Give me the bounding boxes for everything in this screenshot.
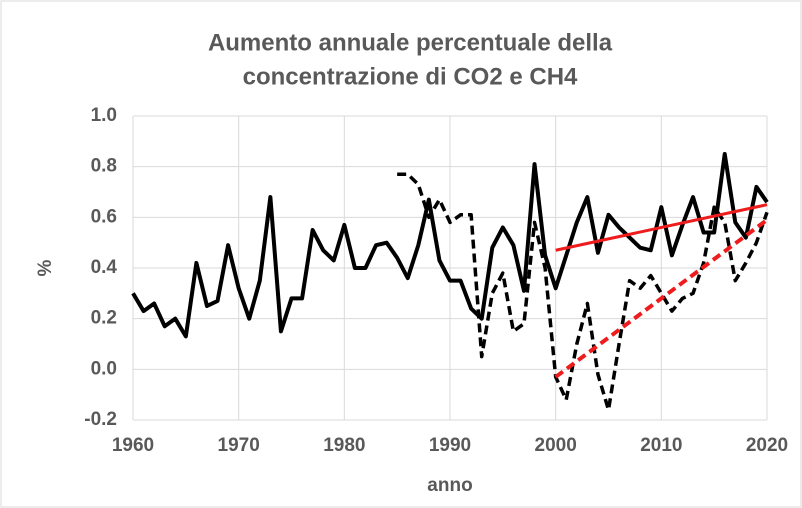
x-tick-label: 1980 (323, 435, 365, 456)
series-line (131, 152, 769, 339)
y-tick-label: 0.6 (91, 206, 117, 227)
x-tick-label: 1960 (112, 435, 154, 456)
x-tick-label: 1990 (429, 435, 471, 456)
x-tick-label: 1970 (218, 435, 260, 456)
y-axis-title: % (35, 259, 56, 276)
chart-title: concentrazione di CO2 e CH4 (243, 63, 578, 90)
x-tick-label: 2010 (640, 435, 682, 456)
x-tick-label: 2000 (535, 435, 577, 456)
y-tick-label: 0.0 (91, 358, 117, 379)
y-tick-label: 0.8 (91, 156, 117, 177)
y-tick-label: 1.0 (91, 105, 117, 126)
chart-title: Aumento annuale percentuale della (208, 29, 613, 56)
series-line (555, 203, 768, 252)
x-axis-title: anno (427, 475, 472, 496)
y-tick-label: 0.4 (91, 257, 118, 278)
y-tick-label: 0.2 (91, 308, 117, 329)
y-tick-label: -0.2 (84, 409, 117, 430)
x-tick-label: 2020 (746, 435, 788, 456)
series-line (554, 218, 769, 379)
series-line (397, 172, 769, 412)
